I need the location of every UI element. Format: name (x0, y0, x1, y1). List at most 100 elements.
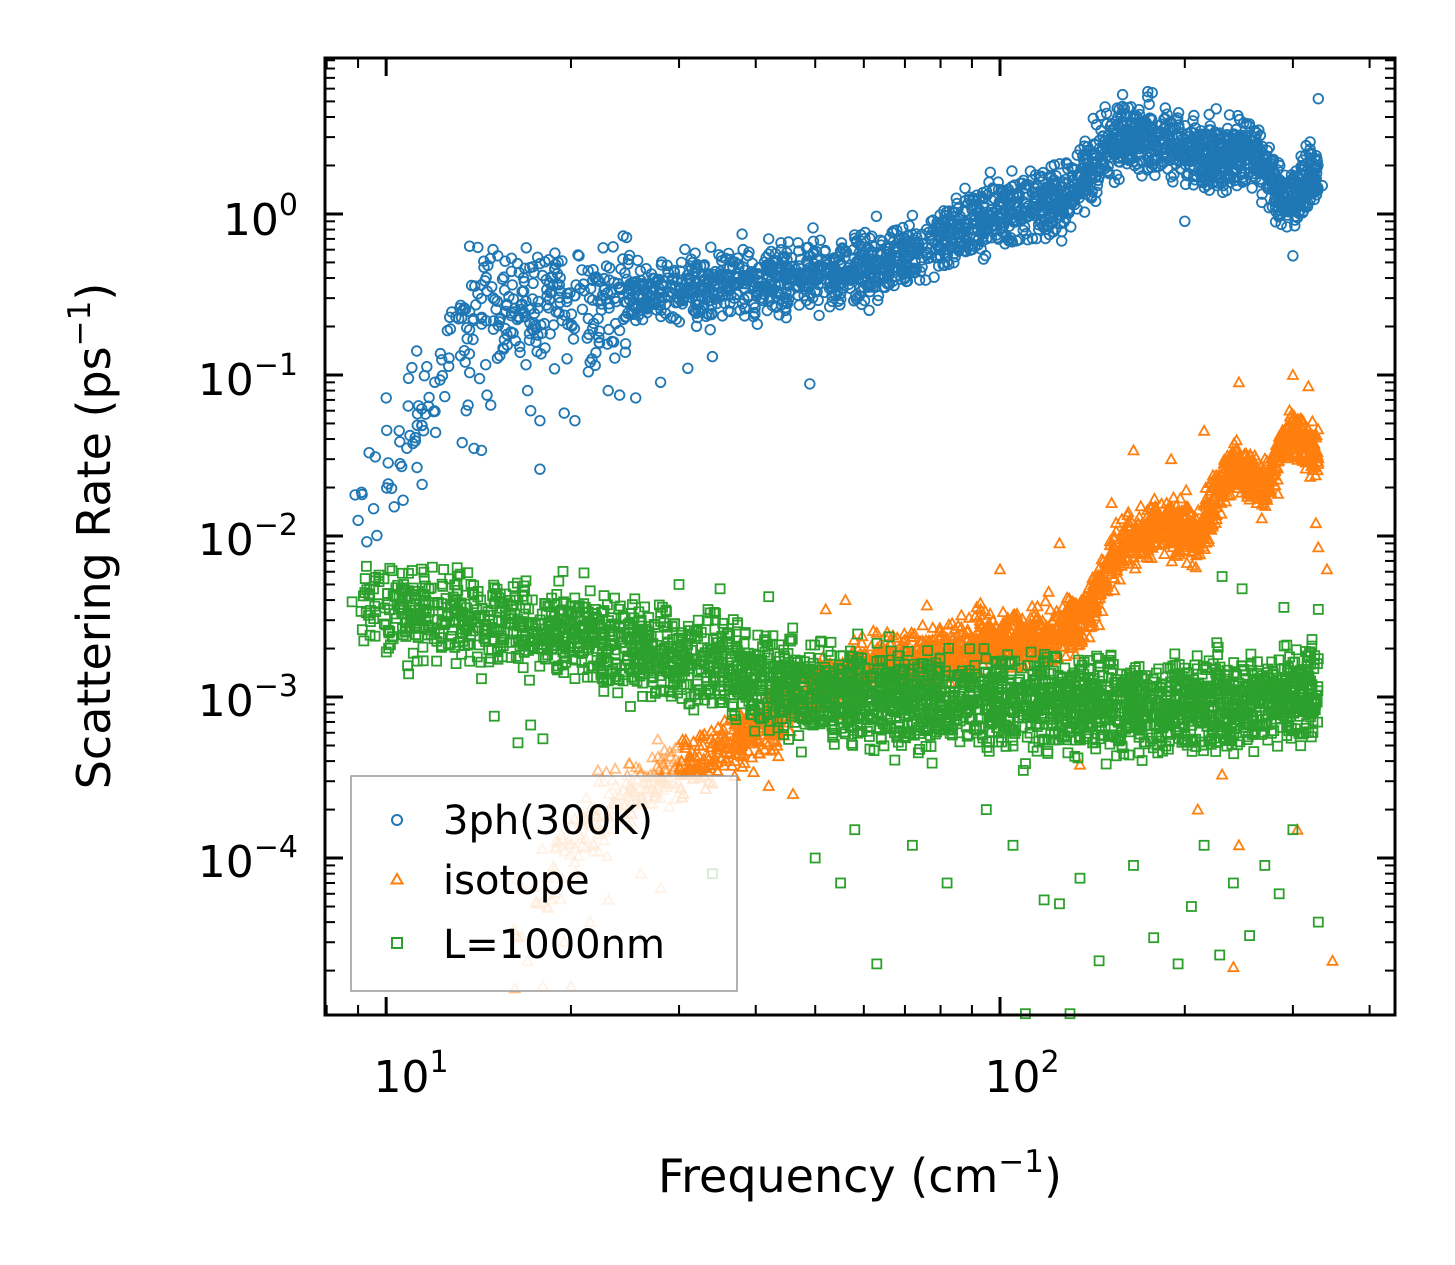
data-point-3ph (619, 346, 632, 358)
data-point-3ph (576, 264, 588, 276)
data-point-3ph (470, 299, 482, 311)
data-point-3ph (1159, 102, 1172, 114)
data-point-3ph (411, 345, 423, 357)
data-point-3ph (662, 267, 675, 279)
data-point-3ph (382, 478, 394, 490)
data-point-3ph (600, 260, 613, 272)
data-point-3ph (704, 324, 716, 336)
data-point-3ph (397, 494, 409, 506)
data-point-3ph (406, 361, 418, 374)
data-point-3ph (587, 264, 599, 276)
data-point-3ph (490, 303, 502, 316)
data-point-3ph (494, 350, 506, 362)
data-point-3ph (1217, 186, 1229, 199)
data-point-3ph (411, 461, 423, 474)
data-point-3ph (863, 304, 875, 317)
data-point-3ph (567, 333, 580, 345)
data-point-3ph (394, 436, 406, 448)
data-point-3ph (609, 352, 621, 364)
data-point-3ph (532, 295, 545, 308)
data-point-3ph (601, 338, 614, 350)
data-point-3ph (813, 309, 825, 322)
data-point-3ph (528, 267, 540, 279)
data-point-3ph (1060, 173, 1072, 186)
data-point-3ph (1168, 168, 1180, 181)
data-point-3ph (434, 374, 446, 386)
data-point-3ph (388, 501, 400, 513)
data-point-3ph (520, 359, 532, 371)
data-point-3ph (593, 331, 605, 344)
data-point-3ph (843, 278, 855, 291)
data-point-3ph (499, 255, 511, 267)
data-point-3ph (539, 342, 551, 354)
data-point-3ph (443, 352, 455, 364)
data-point-3ph (576, 303, 589, 316)
data-point-3ph (532, 302, 544, 315)
data-point-3ph (1149, 161, 1162, 173)
data-point-3ph (578, 285, 591, 297)
data-point-3ph (913, 274, 926, 286)
data-point-3ph (948, 206, 960, 219)
data-point-3ph (1243, 118, 1256, 130)
data-point-3ph (1165, 171, 1177, 183)
data-point-3ph (479, 275, 491, 287)
data-point-3ph (1021, 233, 1034, 246)
data-point-3ph (807, 222, 819, 234)
data-point-3ph (429, 426, 442, 439)
data-point-3ph (987, 182, 999, 194)
data-point-3ph (679, 243, 691, 256)
data-point-3ph (436, 354, 448, 366)
data-point-3ph (586, 323, 599, 335)
data-point-3ph (1179, 119, 1191, 132)
data-point-3ph (1167, 176, 1179, 188)
data-point-3ph (1061, 158, 1073, 170)
data-point-3ph (689, 306, 701, 318)
data-point-3ph (498, 284, 511, 296)
data-point-3ph (523, 327, 536, 340)
data-point-3ph (824, 301, 836, 313)
data-point-3ph (542, 302, 555, 314)
data-point-3ph (382, 457, 394, 469)
data-point-3ph (924, 229, 937, 242)
data-point-3ph (1078, 206, 1091, 218)
data-point-3ph (484, 252, 497, 265)
data-point-3ph (463, 240, 476, 252)
data-point-3ph (1187, 115, 1199, 127)
data-point-3ph (1223, 109, 1236, 121)
data-point-3ph (583, 292, 596, 304)
data-point-3ph (1006, 165, 1018, 177)
data-point-3ph (441, 324, 454, 337)
data-point-3ph (534, 257, 546, 270)
data-point-3ph (520, 242, 533, 254)
data-point-3ph (506, 279, 519, 291)
data-point-3ph (548, 363, 561, 375)
data-point-3ph (582, 312, 595, 325)
data-point-3ph (587, 274, 599, 287)
data-point-3ph (609, 317, 622, 330)
data-point-3ph (675, 256, 688, 269)
data-point-3ph (872, 294, 884, 307)
data-point-3ph (501, 339, 514, 351)
data-point-3ph (565, 308, 578, 320)
data-point-3ph (775, 237, 787, 249)
data-point-3ph (367, 503, 380, 515)
data-point-3ph (1136, 170, 1148, 182)
data-point-3ph (793, 245, 805, 257)
data-marks (346, 85, 1340, 1020)
data-point-3ph (556, 314, 568, 327)
data-point-3ph (782, 236, 795, 248)
data-point-3ph (505, 265, 518, 278)
data-point-3ph (655, 259, 668, 271)
data-point-3ph (409, 431, 421, 444)
data-point-3ph (593, 336, 605, 349)
data-point-3ph (1256, 196, 1268, 209)
data-point-3ph (498, 271, 510, 283)
data-point-3ph (945, 214, 958, 226)
data-point-3ph (439, 390, 451, 403)
data-point-3ph (496, 273, 509, 285)
data-point-3ph (402, 372, 415, 385)
data-point-3ph (1203, 184, 1216, 196)
data-point-3ph (416, 478, 428, 491)
data-point-3ph (1116, 88, 1129, 101)
